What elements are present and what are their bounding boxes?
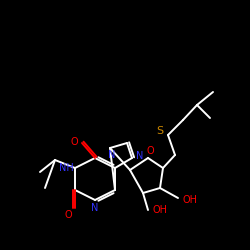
Text: NH: NH [58, 163, 74, 173]
Text: O: O [64, 210, 72, 220]
Text: S: S [156, 126, 164, 136]
Text: OH: OH [152, 205, 168, 215]
Text: N: N [91, 203, 99, 213]
Text: O: O [146, 146, 154, 156]
Text: N: N [108, 150, 116, 160]
Text: O: O [70, 137, 78, 147]
Text: N: N [136, 151, 144, 161]
Text: OH: OH [182, 195, 198, 205]
